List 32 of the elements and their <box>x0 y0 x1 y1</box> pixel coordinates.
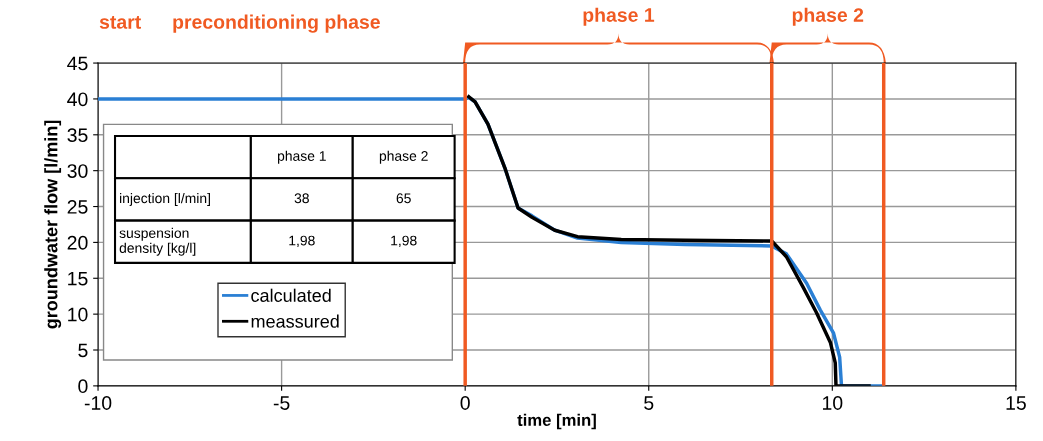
y-tick-label: 45 <box>67 56 88 71</box>
x-axis-title: time [min] <box>517 413 596 430</box>
annotation: injection [l/min] <box>120 192 210 206</box>
legend-label: calculated <box>251 288 331 302</box>
annotation: 1,98 <box>289 235 315 248</box>
x-tick-label: 15 <box>1006 396 1026 410</box>
y-tick-label: 15 <box>68 271 88 286</box>
x-tick-label: 5 <box>644 396 654 410</box>
y-tick-label: 10 <box>68 307 88 322</box>
y-tick-label: 25 <box>67 200 88 214</box>
text: start <box>99 15 141 29</box>
annotation: 65 <box>396 193 411 204</box>
x-tick-label: -5 <box>273 396 290 410</box>
x-tick-label: -10 <box>84 396 112 410</box>
annotation: suspension density [kg/l] <box>119 227 196 256</box>
annotation: 1,98 <box>391 235 417 248</box>
text: phase 1 <box>583 7 655 26</box>
text: preconditioning phase <box>173 14 380 33</box>
text: phase 2 <box>792 7 864 26</box>
annotation: phase 1 <box>277 150 326 164</box>
y-tick-label: 30 <box>67 164 88 178</box>
x-tick-label: 10 <box>822 396 843 410</box>
y-tick-label: 5 <box>78 343 88 358</box>
y-tick-label: 35 <box>67 128 88 143</box>
y-tick-label: 40 <box>67 92 88 107</box>
y-tick-label: 0 <box>78 379 88 394</box>
y-tick-label: 20 <box>67 235 88 250</box>
annotation: 38 <box>294 193 309 204</box>
legend-label: meassured <box>251 314 339 328</box>
y-axis-title: groundwater flow [l/min] <box>44 120 62 329</box>
x-tick-label: 0 <box>460 396 470 410</box>
annotation: phase 2 <box>379 150 428 164</box>
